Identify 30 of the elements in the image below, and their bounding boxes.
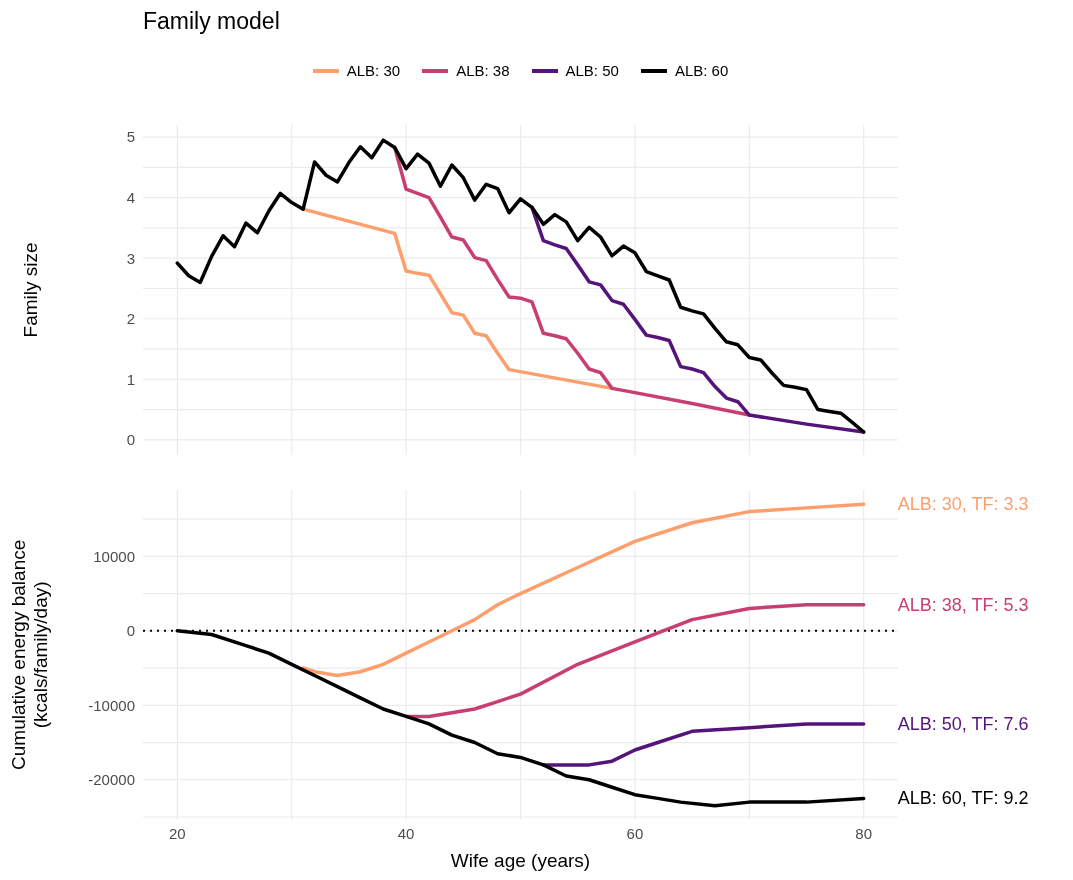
y-tick-label: 0 (126, 622, 135, 640)
y-tick-label: 5 (126, 128, 135, 146)
y-tick-label: 4 (126, 188, 135, 206)
x-tick-label: 40 (397, 824, 415, 842)
y-tick-label: 10000 (93, 547, 135, 565)
x-tick-label: 80 (855, 824, 873, 842)
y-axis-title: Cumulative energy balance (kcals/family/day) (8, 539, 52, 771)
x-tick-label: 60 (626, 824, 644, 842)
y-tick-label: 2 (126, 310, 135, 328)
chart-title: Family model (143, 8, 280, 35)
y-tick-label: -20000 (88, 771, 135, 789)
y-tick-label: 3 (126, 249, 135, 267)
series-label: ALB: 30, TF: 3.3 (897, 494, 1029, 515)
y-axis-title: Family size (19, 242, 41, 338)
series-label: ALB: 38, TF: 5.3 (897, 594, 1029, 615)
line-series (301, 207, 614, 391)
line-series (301, 502, 866, 678)
y-tick-label: -10000 (88, 696, 135, 714)
y-tick-label: 0 (126, 431, 135, 449)
legend-label: ALB: 38 (456, 62, 510, 79)
line-series (530, 205, 866, 434)
y-tick-label: 1 (126, 370, 135, 388)
x-axis-title: Wife age (years) (449, 850, 592, 872)
x-tick-label: 20 (168, 824, 186, 842)
series-label: ALB: 50, TF: 7.6 (897, 713, 1029, 734)
line-series (175, 138, 866, 434)
legend-label: ALB: 50 (565, 62, 619, 79)
legend-label: ALB: 60 (674, 62, 729, 79)
series-label: ALB: 60, TF: 9.2 (897, 788, 1029, 809)
legend-label: ALB: 30 (346, 62, 401, 79)
